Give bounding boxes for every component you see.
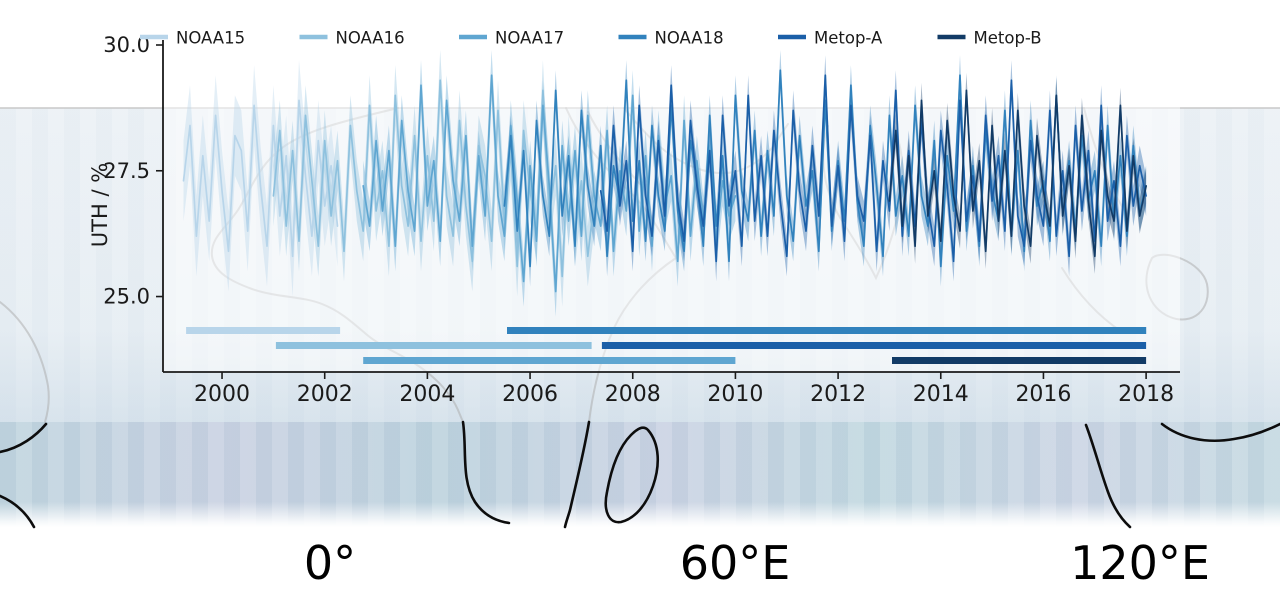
x-tick-label-2010: 2010 [707,382,763,407]
availability-bar-NOAA17 [363,357,736,364]
series-line-NOAA15 [182,99,339,258]
x-tick-label-2016: 2016 [1015,382,1071,407]
coastline-south-america [0,301,50,423]
x-tick-label-2006: 2006 [502,382,558,407]
availability-bar-NOAA15 [186,327,341,334]
availability-bar-Metop-A [601,342,1147,349]
legend-label-Metop-B: Metop-B [974,29,1042,48]
x-tick-label-2008: 2008 [605,382,661,407]
series-line-NOAA18 [503,69,1147,268]
x-tick-label-2000: 2000 [194,382,250,407]
x-tick-label-2004: 2004 [399,382,455,407]
y-tick-label-27.5: 27.5 [103,159,150,183]
availability-bar-Metop-B [892,357,1147,364]
coastline-southern-africa-west [461,420,511,525]
longitude-label-0: 0° [303,536,357,590]
x-tick-label-2012: 2012 [810,382,866,407]
series-line-NOAA17 [362,74,737,293]
longitude-label-120e: 120°E [1070,536,1210,590]
availability-bar-NOAA16 [275,342,592,349]
coastline-madagascar-island [604,426,659,524]
y-tick-label-25.0: 25.0 [103,285,150,309]
series-line-Metop-B [888,89,1147,258]
legend-label-NOAA17: NOAA17 [495,29,564,48]
x-tick-label-2018: 2018 [1118,382,1174,407]
legend-label-NOAA18: NOAA18 [655,29,724,48]
x-tick-label-2002: 2002 [297,382,353,407]
series-line-Metop-A [599,74,1147,263]
coastline-top-right-land [1160,422,1280,443]
x-tick-label-2014: 2014 [913,382,969,407]
coastline-left-edge-2 [0,494,36,529]
coastline-southern-africa-east [563,420,591,529]
legend-label-NOAA15: NOAA15 [176,29,245,48]
availability-bar-NOAA18 [507,327,1147,334]
coastline-left-edge-1 [0,422,48,454]
longitude-label-60e: 60°E [679,536,791,590]
y-axis-title: UTH / % [88,162,112,248]
coastline-australia-west [1084,423,1132,529]
legend-label-NOAA16: NOAA16 [336,29,405,48]
legend-label-Metop-A: Metop-A [814,29,883,48]
